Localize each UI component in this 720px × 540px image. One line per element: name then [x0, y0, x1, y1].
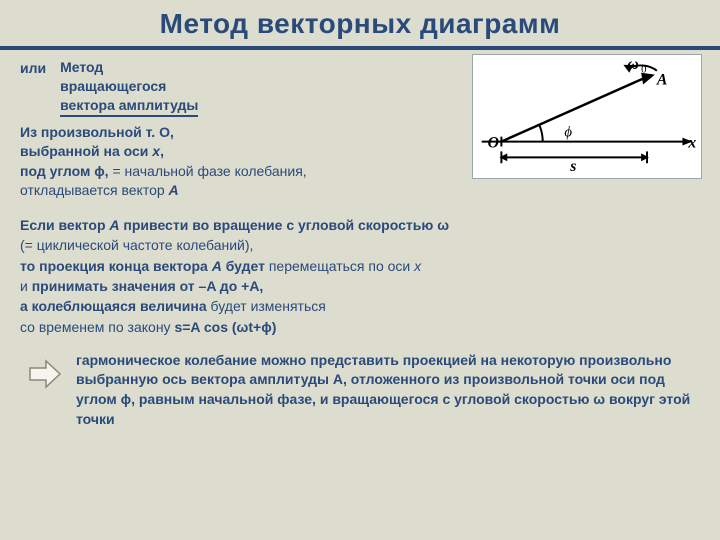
label-phi: ϕ	[564, 125, 572, 141]
p2-l5a: а колеблющаяся величина	[20, 298, 211, 314]
page-title: Метод векторных диаграмм	[20, 8, 700, 40]
p1-l2c: ,	[160, 143, 164, 159]
p2-l3b: А	[212, 258, 222, 274]
or-label: или	[20, 58, 46, 76]
paragraph-3: гармоническое колебание можно представит…	[76, 351, 700, 429]
title-bar: Метод векторных диаграмм	[0, 0, 720, 50]
p2-l3d: перемещаться по оси	[269, 258, 414, 274]
p2-l5b: будет изменяться	[211, 298, 326, 314]
method-line3: вектора амплитуды	[60, 96, 198, 117]
p1-l4a: откладывается вектор	[20, 182, 169, 198]
p1-l3b: = начальной фазе колебания,	[112, 163, 306, 179]
p2-l3a: то проекция конца вектора	[20, 258, 212, 274]
p1-l3a: под углом ϕ,	[20, 163, 112, 179]
method-line2: вращающегося	[60, 77, 198, 96]
p2-l3e: x	[414, 258, 421, 274]
label-x: x	[687, 134, 696, 151]
p2-l3c: будет	[222, 258, 269, 274]
p1-l1: Из произвольной т. О,	[20, 124, 174, 140]
label-omega: ω	[627, 56, 638, 73]
p1-l2b: x	[152, 143, 160, 159]
p1-l4b: А	[169, 182, 179, 198]
paragraph-1: Из произвольной т. О, выбранной на оси x…	[20, 123, 450, 201]
p2-l6b: s=A cos (ωt+ϕ)	[174, 319, 276, 335]
method-line1: Метод	[60, 58, 198, 77]
p2-l4b: принимать значения от –A до +A,	[32, 278, 264, 294]
label-A: A	[656, 72, 668, 89]
p2-l1b: А	[109, 217, 119, 233]
label-O: O	[488, 134, 499, 151]
p2-l6a: со временем по закону	[20, 319, 174, 335]
label-s: s	[569, 158, 576, 175]
p2-l4a: и	[20, 278, 32, 294]
paragraph-2: Если вектор А привести во вращение с угл…	[20, 215, 700, 337]
vector-diagram: O A ϕ x s ω 0	[472, 54, 702, 179]
method-name: Метод вращающегося вектора амплитуды	[60, 58, 198, 117]
p2-l1c: привести во вращение с угловой скоростью…	[120, 217, 450, 233]
p1-l2a: выбранной на оси	[20, 143, 152, 159]
p2-l2: (= циклической частоте колебаний),	[20, 237, 253, 253]
p2-l1a: Если вектор	[20, 217, 109, 233]
conclusion-row: гармоническое колебание можно представит…	[20, 351, 700, 429]
label-omega-sub: 0	[641, 64, 646, 76]
arrow-right-icon	[28, 359, 62, 389]
